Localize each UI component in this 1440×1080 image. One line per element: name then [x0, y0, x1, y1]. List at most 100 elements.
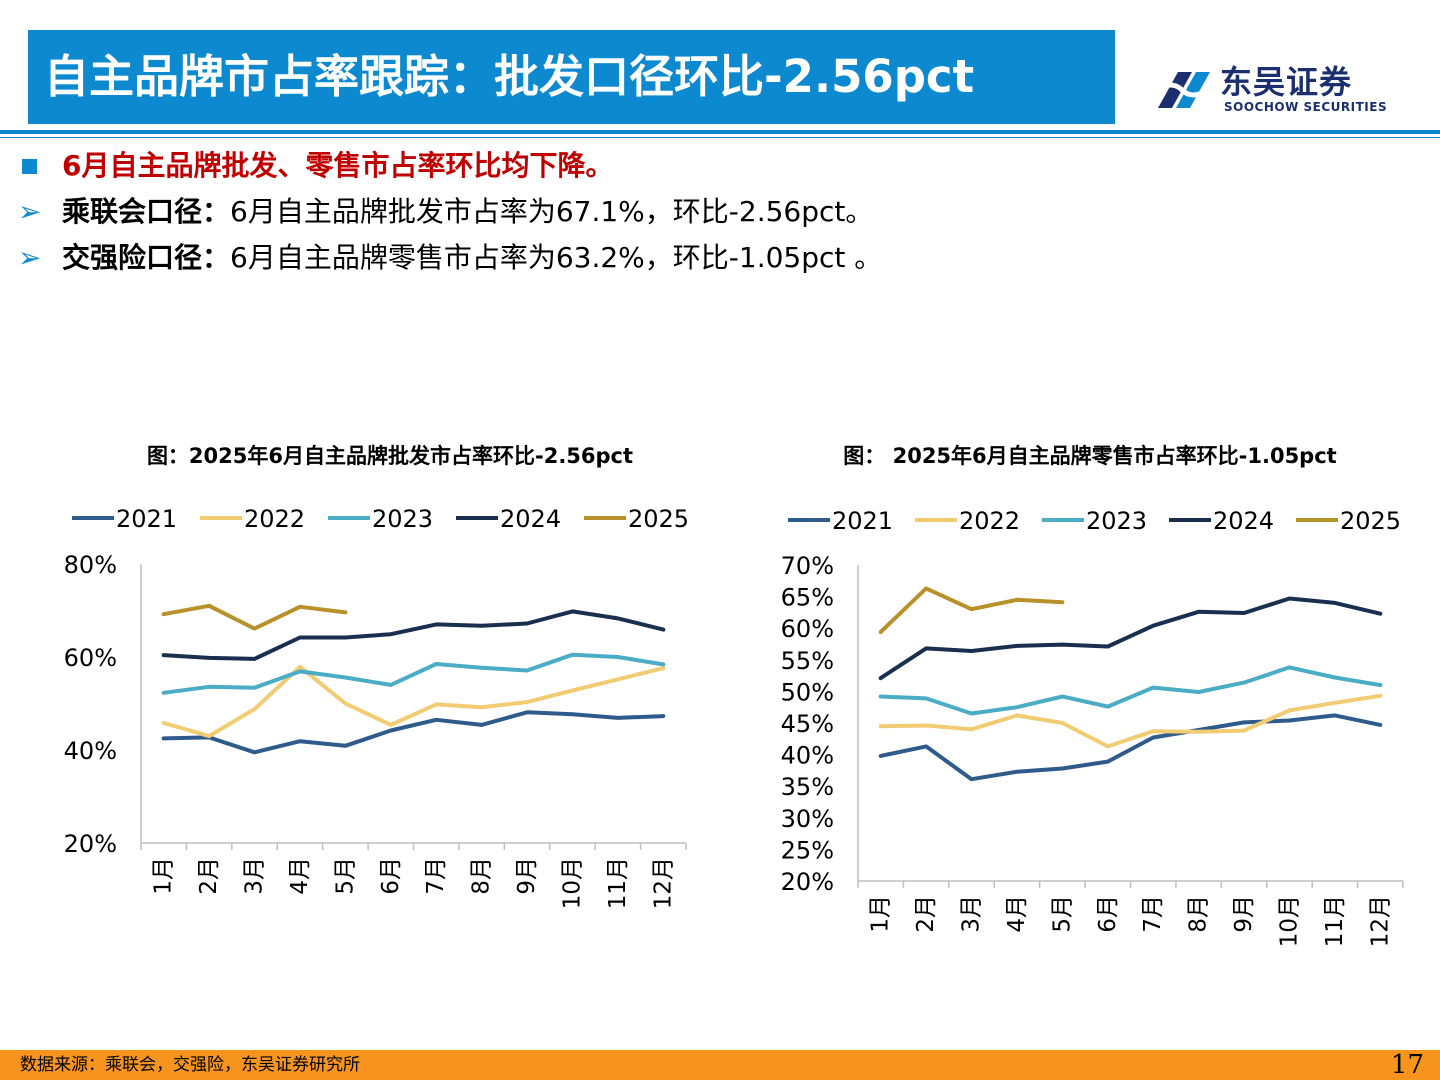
legend-label-2024: 2024 [1213, 507, 1274, 535]
y-tick-label: 45% [781, 710, 834, 738]
x-tick-label: 10月 [1276, 895, 1302, 947]
data-point-2022 [661, 666, 665, 670]
data-point-2023 [525, 669, 529, 673]
title-bar: 自主品牌市占率跟踪：批发口径环比-2.56pct [28, 30, 1115, 124]
data-point-2021 [970, 777, 974, 781]
data-point-2021 [1288, 719, 1292, 723]
data-point-2022 [207, 734, 211, 738]
page-number: 17 [1391, 1050, 1424, 1080]
data-point-2024 [1151, 624, 1155, 628]
data-point-2025 [253, 627, 257, 631]
data-point-2023 [344, 676, 348, 680]
data-point-2023 [1378, 683, 1382, 687]
data-point-2024 [1242, 611, 1246, 615]
bullet-summary-text: 6月自主品牌批发、零售市占率环比均下降。 [62, 143, 614, 189]
data-source: 数据来源：乘联会，交强险，东吴证券研究所 [20, 1054, 360, 1076]
data-point-2025 [879, 630, 883, 634]
data-point-2022 [480, 705, 484, 709]
y-tick-label: 60% [64, 644, 117, 672]
data-point-2023 [1288, 666, 1292, 670]
logo-mark-icon [1152, 62, 1214, 118]
data-point-2022 [924, 724, 928, 728]
data-point-2023 [298, 670, 302, 674]
data-point-2022 [1288, 709, 1292, 713]
y-tick-label: 20% [64, 830, 117, 858]
data-point-2022 [1378, 694, 1382, 698]
data-point-2023 [1197, 690, 1201, 694]
x-tick-label: 4月 [287, 857, 313, 895]
data-point-2023 [1242, 681, 1246, 685]
page-title: 自主品牌市占率跟踪：批发口径环比-2.56pct [44, 42, 974, 112]
bullet-retail-text: 6月自主品牌零售市占率为63.2%，环比-1.05pct 。 [230, 241, 882, 274]
x-tick-label: 6月 [378, 857, 404, 895]
header-divider [0, 130, 1440, 134]
x-tick-label: 8月 [1186, 895, 1212, 933]
data-point-2022 [162, 721, 166, 725]
data-point-2021 [525, 711, 529, 715]
x-tick-label: 11月 [605, 857, 631, 909]
x-tick-label: 5月 [332, 857, 358, 895]
legend-label-2023: 2023 [372, 505, 433, 533]
data-point-2021 [879, 754, 883, 758]
data-point-2023 [661, 663, 665, 667]
y-tick-label: 40% [781, 742, 834, 770]
data-point-2023 [207, 685, 211, 689]
chart2-title: 图： 2025年6月自主品牌零售市占率环比-1.05pct [760, 440, 1420, 470]
data-point-2024 [207, 656, 211, 660]
footer-bar: 数据来源：乘联会，交强险，东吴证券研究所 17 [0, 1050, 1440, 1080]
data-point-2024 [162, 653, 166, 657]
data-point-2022 [1015, 714, 1019, 718]
data-point-2021 [480, 723, 484, 727]
data-point-2022 [571, 689, 575, 693]
data-point-2024 [970, 649, 974, 653]
data-point-2023 [1106, 705, 1110, 709]
x-tick-label: 6月 [1095, 895, 1121, 933]
data-point-2024 [1197, 610, 1201, 614]
data-point-2021 [253, 751, 257, 755]
chart1-title: 图：2025年6月自主品牌批发市占率环比-2.56pct [60, 440, 720, 470]
data-point-2022 [1151, 729, 1155, 733]
data-point-2023 [879, 695, 883, 699]
data-point-2022 [298, 665, 302, 669]
data-point-2021 [1106, 760, 1110, 764]
data-point-2021 [616, 716, 620, 720]
data-point-2024 [571, 610, 575, 614]
data-point-2023 [1151, 686, 1155, 690]
legend-label-2021: 2021 [116, 505, 177, 533]
data-point-2023 [162, 691, 166, 695]
data-point-2021 [162, 737, 166, 741]
y-tick-label: 55% [781, 647, 834, 675]
x-tick-label: 10月 [559, 857, 585, 909]
series-line-2025 [164, 606, 346, 629]
series-line-2021 [881, 715, 1381, 779]
legend-label-2025: 2025 [628, 505, 689, 533]
data-point-2025 [1015, 598, 1019, 602]
x-tick-label: 12月 [650, 857, 676, 909]
series-line-2024 [881, 599, 1381, 679]
data-point-2023 [616, 655, 620, 659]
data-point-2022 [616, 678, 620, 682]
data-point-2022 [1333, 701, 1337, 705]
legend-label-2024: 2024 [500, 505, 561, 533]
y-tick-label: 30% [781, 805, 834, 833]
x-tick-label: 3月 [959, 895, 985, 933]
data-point-2024 [525, 622, 529, 626]
data-point-2024 [879, 676, 883, 680]
data-point-2021 [1015, 770, 1019, 774]
data-point-2024 [434, 623, 438, 627]
legend-label-2022: 2022 [959, 507, 1020, 535]
data-point-2023 [1061, 695, 1065, 699]
data-point-2023 [571, 653, 575, 657]
data-point-2024 [253, 657, 257, 661]
x-tick-label: 11月 [1322, 895, 1348, 947]
data-point-2025 [162, 612, 166, 616]
bullet-wholesale-text: 6月自主品牌批发市占率为67.1%，环比-2.56pct。 [230, 195, 873, 228]
data-point-2021 [1378, 723, 1382, 727]
data-point-2024 [1061, 643, 1065, 647]
data-point-2024 [1378, 612, 1382, 616]
data-point-2022 [970, 728, 974, 732]
x-tick-label: 7月 [423, 857, 449, 895]
bullet-wholesale: ➢ 乘联会口径：6月自主品牌批发市占率为67.1%，环比-2.56pct。 [18, 189, 1418, 235]
data-point-2024 [1288, 597, 1292, 601]
data-point-2024 [1106, 645, 1110, 649]
